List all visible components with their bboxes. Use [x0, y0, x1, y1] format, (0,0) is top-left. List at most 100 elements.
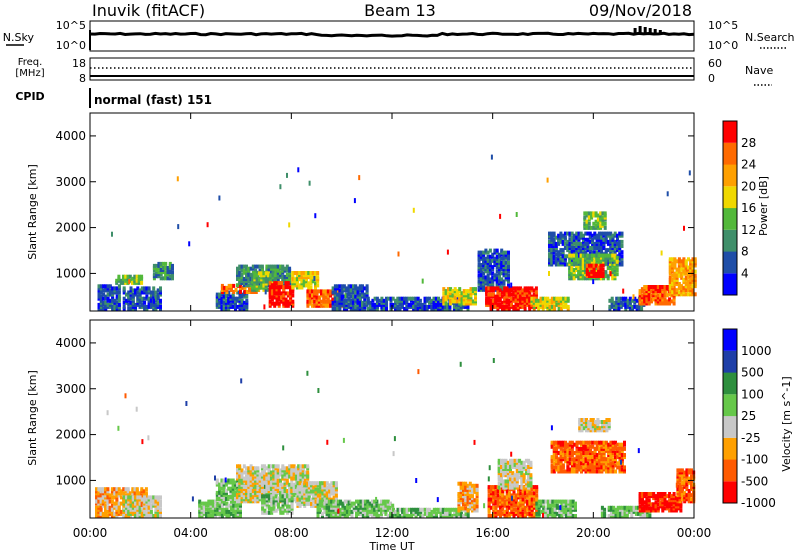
- heatmap-cell: [671, 273, 675, 278]
- heatmap-cell: [455, 293, 459, 298]
- heatmap-cell: [234, 288, 238, 292]
- heatmap-cell: [510, 296, 513, 301]
- heatmap-cell: [532, 302, 536, 307]
- heatmap-cell: [269, 484, 273, 489]
- heatmap-cell: [557, 302, 561, 307]
- heatmap-cell: [474, 293, 477, 298]
- heatmap-cell: [99, 514, 103, 518]
- heatmap-cell: [140, 514, 144, 518]
- heatmap-cell: [613, 255, 617, 260]
- heatmap-cell: [582, 233, 585, 238]
- heatmap-cell: [505, 509, 509, 514]
- heatmap-cell: [616, 244, 619, 248]
- heatmap-cell: [240, 264, 244, 269]
- heatmap-cell: [656, 301, 660, 306]
- heatmap-cell: [488, 281, 492, 286]
- heatmap-cell: [375, 505, 379, 510]
- heatmap-cell: [451, 293, 455, 298]
- heatmap-cell: [608, 253, 612, 258]
- heatmap-cell: [479, 285, 483, 290]
- heatmap-cell: [306, 293, 310, 298]
- heatmap-cell: [238, 296, 242, 301]
- heatmap-cell: [258, 472, 262, 477]
- heatmap-cell: [568, 253, 572, 258]
- heatmap-speck: [688, 170, 691, 176]
- heatmap-cell: [336, 514, 340, 518]
- heatmap-cell: [260, 474, 264, 479]
- heatmap-cell: [249, 468, 253, 473]
- heatmap-cell: [620, 254, 624, 259]
- heatmap-cell: [137, 274, 141, 279]
- heatmap-cell: [314, 285, 317, 290]
- heatmap-cell: [534, 286, 538, 291]
- heatmap-cell: [305, 501, 309, 506]
- heatmap-cell: [595, 237, 599, 242]
- heatmap-cell: [307, 495, 311, 500]
- heatmap-speck: [128, 279, 131, 285]
- heatmap-cell: [368, 505, 372, 510]
- heatmap-cell: [595, 250, 599, 255]
- heatmap-cell: [434, 307, 438, 311]
- heatmap-cell: [327, 499, 331, 504]
- heatmap-cell: [315, 295, 319, 300]
- heatmap-cell: [599, 259, 603, 264]
- heatmap-cell: [316, 509, 320, 514]
- heatmap-cell: [671, 280, 675, 284]
- heatmap-cell: [245, 491, 248, 496]
- heatmap-cell: [268, 287, 272, 292]
- heatmap-cell: [258, 486, 262, 491]
- heatmap-cell: [136, 290, 140, 295]
- heatmap-cell: [284, 303, 288, 308]
- heatmap-cell: [453, 507, 457, 512]
- heatmap-cell: [441, 514, 445, 518]
- heatmap-cell: [668, 263, 672, 268]
- heatmap-cell: [242, 283, 246, 288]
- heatmap-cell: [273, 289, 277, 294]
- heatmap-cell: [498, 269, 501, 274]
- heatmap-cell: [512, 514, 516, 518]
- heatmap-cell: [156, 501, 160, 506]
- heatmap-cell: [465, 291, 468, 296]
- heatmap-cell: [122, 487, 126, 492]
- heatmap-cell: [473, 500, 477, 505]
- heatmap-cell: [140, 302, 144, 307]
- heatmap-cell: [272, 484, 276, 489]
- heatmap-cell: [149, 509, 153, 514]
- heatmap-cell: [435, 507, 438, 512]
- heatmap-cell: [269, 273, 273, 278]
- heatmap-cell: [326, 299, 330, 304]
- heatmap-cell: [364, 499, 368, 504]
- heatmap-cell: [166, 276, 170, 281]
- search-bar: [658, 30, 662, 34]
- heatmap-cell: [241, 285, 245, 290]
- heatmap-cell: [581, 261, 585, 266]
- heatmap-cell: [389, 302, 393, 307]
- heatmap-cell: [673, 271, 677, 276]
- heatmap-cell: [458, 287, 462, 292]
- heatmap-cell: [99, 302, 103, 307]
- heatmap-cell: [444, 301, 448, 306]
- heatmap-cell: [485, 286, 489, 291]
- heatmap-cell: [487, 514, 491, 518]
- heatmap-cell: [272, 496, 276, 501]
- heatmap-cell: [102, 292, 106, 297]
- heatmap-cell: [585, 267, 589, 272]
- heatmap-cell: [245, 283, 248, 288]
- heatmap-cell: [350, 509, 354, 514]
- heatmap-cell: [115, 304, 119, 309]
- heatmap-cell: [218, 484, 222, 489]
- heatmap-cell: [156, 514, 160, 518]
- heatmap-cell: [349, 307, 353, 311]
- heatmap-cell: [147, 497, 151, 502]
- heatmap-cell: [405, 298, 409, 303]
- heatmap-cell: [297, 464, 301, 469]
- heatmap-cell: [611, 239, 615, 244]
- heatmap-cell: [620, 244, 624, 248]
- heatmap-cell: [95, 493, 98, 498]
- search-bar: [648, 28, 652, 34]
- heatmap-cell: [609, 246, 613, 250]
- heatmap-cell: [298, 489, 302, 494]
- heatmap-cell: [537, 298, 541, 303]
- heatmap-cell: [525, 302, 529, 307]
- heatmap-cell: [350, 503, 354, 508]
